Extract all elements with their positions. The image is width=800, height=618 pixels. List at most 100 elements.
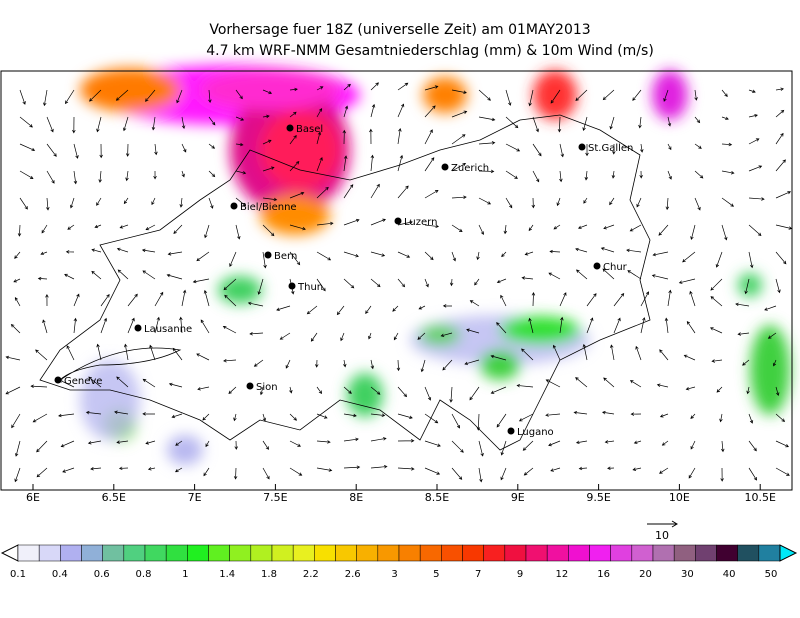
wind-arrow — [202, 413, 210, 421]
wind-arrow — [35, 349, 48, 361]
wind-arrow — [424, 157, 435, 172]
wind-arrow — [710, 278, 723, 291]
wind-arrow — [316, 157, 323, 172]
wind-arrow — [123, 343, 129, 361]
wind-arrow — [154, 316, 160, 334]
wind-arrow — [365, 305, 372, 315]
wind-arrow — [532, 143, 542, 157]
wind-arrow — [262, 89, 273, 95]
wind-arrow — [397, 154, 404, 172]
wind-arrow — [582, 116, 588, 131]
lon-label: 7E — [188, 491, 202, 504]
wind-arrow — [343, 83, 351, 91]
wind-arrow — [748, 197, 765, 201]
colorbar-box — [208, 544, 230, 562]
wind-arrow — [556, 197, 561, 207]
wind-arrow — [204, 224, 210, 239]
wind-arrow — [612, 143, 616, 155]
wind-arrow — [316, 186, 329, 199]
wind-arrow — [72, 116, 76, 134]
wind-arrow — [343, 359, 347, 368]
wind-arrow — [503, 224, 508, 235]
wind-arrow — [249, 331, 264, 336]
wind-arrow — [737, 332, 750, 336]
wind-arrows — [5, 82, 793, 483]
wind-arrow — [17, 224, 22, 237]
wind-arrow — [289, 440, 301, 447]
lon-label: 6E — [26, 491, 40, 504]
wind-arrow — [340, 332, 345, 342]
wind-arrow — [60, 440, 75, 448]
city-dot — [230, 202, 238, 210]
colorbar-label: 1.4 — [219, 569, 235, 580]
city-label: Lugano — [517, 427, 554, 438]
wind-arrow — [73, 293, 80, 307]
wind-arrow — [746, 386, 750, 395]
wind-arrow — [575, 247, 588, 253]
wind-arrow — [775, 87, 785, 91]
colorbar-box — [102, 544, 125, 562]
wind-arrow — [196, 353, 210, 361]
wind-arrow — [262, 166, 275, 172]
wind-arrow — [397, 251, 411, 258]
wind-arrow — [397, 413, 413, 419]
wind-arrow — [748, 224, 762, 237]
wind-arrow — [559, 170, 563, 183]
wind-arrow — [343, 278, 355, 289]
wind-arrow — [316, 278, 326, 292]
wind-arrow — [609, 197, 615, 206]
wind-arrow — [601, 410, 615, 415]
wind-arrow — [289, 251, 301, 266]
wind-arrow — [603, 224, 615, 230]
colorbar-label: 12 — [555, 569, 568, 580]
colorbar-right-arrow — [779, 544, 798, 562]
wind-arrow — [476, 251, 480, 261]
wind-arrow — [370, 464, 388, 469]
wind-arrow — [528, 89, 534, 107]
colorbar-label: 3 — [391, 569, 397, 580]
wind-arrow — [451, 251, 457, 262]
precipitation-field — [80, 65, 790, 465]
wind-arrow — [478, 197, 492, 205]
wind-arrow — [775, 159, 786, 172]
wind-arrow — [96, 343, 102, 361]
wind-arrow — [748, 89, 756, 93]
wind-arrow — [99, 143, 103, 159]
wind-arrow — [629, 224, 642, 232]
wind-arrow — [602, 89, 615, 101]
wind-arrow — [145, 440, 156, 445]
wind-arrow — [478, 224, 484, 236]
colorbar-label: 0.4 — [52, 569, 68, 580]
wind-arrow — [289, 224, 306, 231]
wind-arrow — [424, 467, 441, 475]
wind-arrow — [316, 386, 323, 395]
wind-arrow — [397, 278, 406, 288]
subtitle: 4.7 km WRF-NMM Gesamtniederschlag (mm) &… — [206, 43, 654, 59]
wind-arrow — [775, 251, 787, 265]
wind-arrow — [656, 383, 669, 388]
lon-label: 7.5E — [263, 491, 287, 504]
wind-arrow — [518, 413, 534, 422]
wind-arrow — [577, 224, 588, 229]
colorbar-box — [271, 544, 294, 562]
wind-arrow — [604, 440, 615, 444]
colorbar-box — [398, 544, 421, 562]
wind-arrow — [171, 413, 183, 419]
wind-arrow — [285, 359, 291, 369]
wind-arrow — [417, 332, 426, 340]
wind-arrow — [142, 270, 156, 280]
wind-arrow — [578, 466, 588, 471]
wind-arrow — [442, 359, 453, 371]
wind-arrow — [721, 224, 728, 241]
wind-arrow — [694, 170, 704, 179]
colorbar-box — [17, 544, 40, 562]
wind-arrow — [658, 224, 669, 236]
wind-arrow — [154, 143, 158, 156]
wind-arrow — [316, 440, 331, 444]
wind-arrow — [573, 410, 588, 415]
wind-arrow — [735, 302, 750, 307]
wind-arrow — [336, 305, 345, 316]
wind-arrow — [370, 103, 376, 118]
wind-arrow — [505, 197, 513, 209]
wind-arrow — [181, 116, 186, 130]
